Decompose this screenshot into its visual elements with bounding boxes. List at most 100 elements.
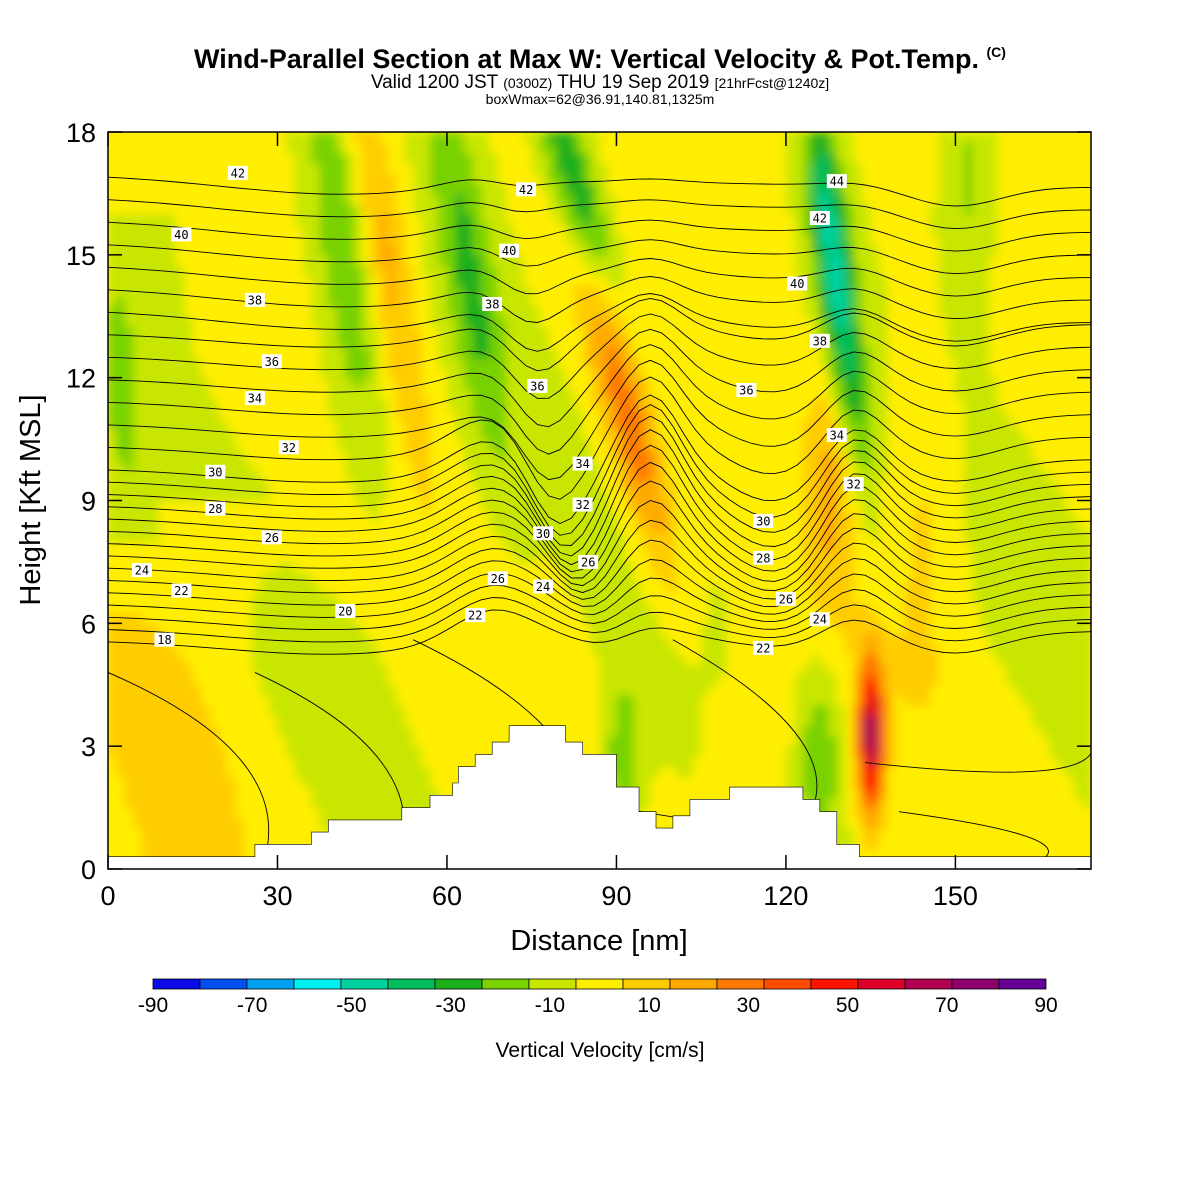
field-cell xyxy=(108,592,118,604)
field-cell xyxy=(370,551,380,563)
field-cell xyxy=(294,787,304,798)
field-cell xyxy=(150,848,160,860)
field-cell xyxy=(175,828,185,839)
field-cell xyxy=(658,531,668,543)
field-cell xyxy=(574,715,584,727)
field-cell xyxy=(269,408,279,420)
field-cell xyxy=(404,613,414,624)
field-cell xyxy=(582,449,592,461)
field-cell xyxy=(607,582,618,594)
field-cell xyxy=(285,162,296,174)
field-cell xyxy=(455,674,465,686)
field-cell xyxy=(285,275,296,287)
field-cell xyxy=(311,142,321,154)
field-cell xyxy=(582,654,592,665)
field-cell xyxy=(124,797,135,809)
field-cell xyxy=(489,326,499,338)
field-cell xyxy=(184,387,194,399)
field-cell xyxy=(658,357,668,369)
field-cell xyxy=(421,602,431,614)
field-cell xyxy=(430,132,440,143)
field-cell xyxy=(302,582,312,594)
field-cell xyxy=(226,203,236,215)
field-cell xyxy=(218,367,228,379)
field-cell xyxy=(209,776,219,788)
field-cell xyxy=(184,428,194,440)
field-cell xyxy=(319,592,329,604)
field-cell xyxy=(650,520,660,532)
field-cell xyxy=(235,510,245,522)
field-cell xyxy=(175,684,185,696)
field-cell xyxy=(667,582,677,594)
field-cell xyxy=(404,439,414,450)
field-cell xyxy=(548,582,558,594)
field-cell xyxy=(150,418,160,430)
field-cell xyxy=(616,684,626,696)
field-cell xyxy=(658,469,668,481)
field-cell xyxy=(302,336,312,348)
field-cell xyxy=(285,735,296,747)
field-cell xyxy=(269,275,279,287)
field-cell xyxy=(667,142,677,154)
field-cell xyxy=(362,684,372,696)
field-cell xyxy=(302,172,312,184)
field-cell xyxy=(260,367,270,379)
field-cell xyxy=(480,265,490,276)
field-cell xyxy=(345,275,355,287)
field-cell xyxy=(463,306,473,317)
field-cell xyxy=(277,469,287,481)
field-cell xyxy=(387,418,397,430)
field-cell xyxy=(667,602,677,614)
field-cell xyxy=(438,787,448,798)
field-cell xyxy=(328,213,338,225)
field-cell xyxy=(302,797,312,809)
field-cell xyxy=(633,172,643,184)
field-cell xyxy=(336,449,346,461)
field-cell xyxy=(319,510,329,522)
field-cell xyxy=(463,387,473,399)
field-cell xyxy=(353,357,363,369)
field-cell xyxy=(506,224,516,235)
field-cell xyxy=(294,459,304,471)
field-cell xyxy=(141,132,151,143)
field-cell xyxy=(557,664,567,676)
field-cell xyxy=(370,244,380,256)
field-cell xyxy=(370,224,380,235)
field-cell xyxy=(124,541,135,553)
field-cell xyxy=(150,142,160,154)
field-cell xyxy=(184,520,194,532)
field-cell xyxy=(523,346,533,358)
field-cell xyxy=(489,459,499,471)
field-cell xyxy=(684,306,694,317)
field-cell xyxy=(446,592,457,604)
field-cell xyxy=(480,193,490,205)
field-cell xyxy=(455,715,465,727)
field-cell xyxy=(667,766,677,778)
field-cell xyxy=(624,694,634,706)
field-cell xyxy=(133,203,143,215)
field-cell xyxy=(336,480,346,491)
field-cell xyxy=(430,213,440,225)
field-cell xyxy=(167,469,177,481)
field-cell xyxy=(116,756,126,768)
field-cell xyxy=(607,285,618,297)
field-cell xyxy=(167,449,177,461)
field-cell xyxy=(269,787,279,798)
field-cell xyxy=(370,735,380,747)
field-cell xyxy=(658,735,668,747)
field-cell xyxy=(446,531,457,543)
field-cell xyxy=(218,531,228,543)
field-cell xyxy=(463,633,473,645)
field-cell xyxy=(641,387,651,399)
field-cell xyxy=(633,346,643,358)
field-cell xyxy=(387,787,397,798)
field-cell xyxy=(667,357,677,369)
field-cell xyxy=(565,633,575,645)
field-cell xyxy=(430,408,440,420)
field-cell xyxy=(260,418,270,430)
field-cell xyxy=(192,203,202,215)
field-cell xyxy=(252,183,262,195)
field-cell xyxy=(328,705,338,717)
field-cell xyxy=(133,326,143,338)
field-cell xyxy=(463,439,473,450)
